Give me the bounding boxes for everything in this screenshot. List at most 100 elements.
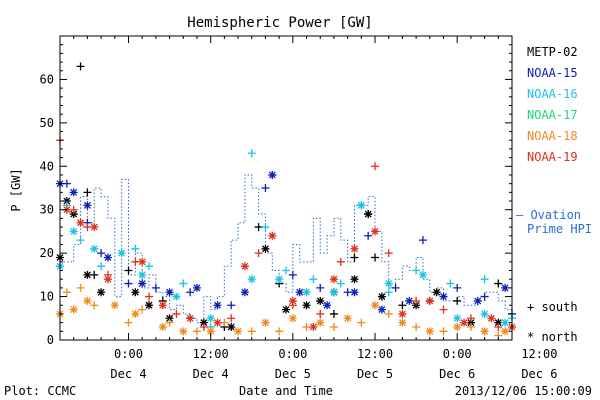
- data-point: [247, 327, 256, 336]
- data-point: [227, 322, 236, 331]
- data-point: [172, 292, 181, 301]
- data-point: [268, 170, 277, 179]
- data-point: [412, 266, 421, 275]
- x-tick-date-label: Dec 5: [275, 367, 311, 381]
- data-point: [131, 309, 140, 318]
- data-point: [131, 257, 140, 266]
- data-point: [227, 314, 236, 323]
- y-tick-label: 40: [40, 159, 54, 173]
- legend-ovation-line1: — Ovation: [516, 208, 581, 222]
- data-point: [213, 301, 222, 310]
- x-tick-time-label: 0:00: [114, 347, 143, 361]
- data-point: [501, 283, 510, 292]
- data-point: [418, 270, 427, 279]
- axes: 0 10 20 30 40 50 60 0:00 Dec 4 12:00 Dec 4 0:00 Dec …: [40, 35, 557, 381]
- x-tick-date-label: Dec 5: [357, 367, 393, 381]
- data-point: [494, 322, 503, 331]
- data-point: [384, 309, 393, 318]
- data-point: [343, 288, 352, 297]
- x-tick-time-label: 0:00: [278, 347, 307, 361]
- data-point: [336, 257, 345, 266]
- legend-entry: NOAA-16: [527, 87, 578, 101]
- x-tick-time-label: 0:00: [443, 347, 472, 361]
- data-point: [179, 327, 188, 336]
- data-point: [103, 275, 112, 284]
- data-point: [90, 270, 99, 279]
- data-point: [350, 253, 359, 262]
- data-point: [480, 309, 489, 318]
- data-point: [453, 296, 462, 305]
- data-point: [90, 223, 99, 232]
- data-point: [453, 314, 462, 323]
- data-point: [186, 288, 195, 297]
- data-point: [480, 292, 489, 301]
- y-tick-label: 30: [40, 203, 54, 217]
- data-point: [425, 296, 434, 305]
- data-point: [418, 236, 427, 245]
- data-point: [275, 275, 284, 284]
- data-point: [494, 318, 503, 327]
- data-point: [158, 301, 167, 310]
- data-point: [151, 283, 160, 292]
- data-point: [309, 322, 318, 331]
- data-point: [247, 275, 256, 284]
- data-point: [90, 244, 99, 253]
- y-tick-label: 50: [40, 116, 54, 130]
- x-tick-time-label: 12:00: [357, 347, 393, 361]
- data-point: [97, 262, 106, 271]
- data-point: [145, 292, 154, 301]
- data-point: [425, 327, 434, 336]
- data-point: [83, 296, 92, 305]
- data-point: [247, 149, 256, 158]
- data-point: [83, 201, 92, 210]
- data-point: [364, 210, 373, 219]
- data-point: [192, 283, 201, 292]
- x-axis-label: Date and Time: [239, 384, 333, 398]
- data-point: [288, 270, 297, 279]
- data-point: [131, 288, 140, 297]
- data-point: [103, 253, 112, 262]
- plot-background: [60, 36, 512, 340]
- data-point: [453, 322, 462, 331]
- data-point: [124, 266, 133, 275]
- data-point: [480, 327, 489, 336]
- data-point: [206, 327, 215, 336]
- data-point: [69, 227, 78, 236]
- y-axis-label: P [GW]: [9, 168, 23, 211]
- data-point: [158, 322, 167, 331]
- data-point: [398, 301, 407, 310]
- legend-marker-north: * north: [527, 330, 578, 344]
- x-tick-time-label: 12:00: [521, 347, 557, 361]
- data-point: [254, 249, 263, 258]
- x-tick-date-label: Dec 4: [193, 367, 229, 381]
- data-point: [62, 179, 71, 188]
- x-tick-time-label: 12:00: [193, 347, 229, 361]
- data-point: [240, 288, 249, 297]
- data-point: [494, 279, 503, 288]
- y-tick-label: 60: [40, 72, 54, 86]
- data-point: [179, 279, 188, 288]
- data-point: [76, 218, 85, 227]
- data-point: [446, 279, 455, 288]
- data-point: [371, 301, 380, 310]
- y-tick-label: 20: [40, 246, 54, 260]
- data-point: [138, 270, 147, 279]
- data-point: [186, 314, 195, 323]
- x-tick-date-label: Dec 6: [521, 367, 557, 381]
- data-point: [371, 162, 380, 171]
- data-point: [391, 283, 400, 292]
- data-point: [480, 275, 489, 284]
- data-point: [62, 288, 71, 297]
- data-point: [69, 305, 78, 314]
- data-point: [302, 288, 311, 297]
- series-noaa-18-north: [56, 296, 510, 336]
- plot-frame: [59, 35, 513, 341]
- data-point: [501, 327, 510, 336]
- data-point: [316, 296, 325, 305]
- data-point: [138, 257, 147, 266]
- legend-marker-south: + south: [527, 300, 578, 314]
- data-point: [412, 322, 421, 331]
- data-point: [145, 301, 154, 310]
- data-point: [384, 279, 393, 288]
- data-point: [398, 318, 407, 327]
